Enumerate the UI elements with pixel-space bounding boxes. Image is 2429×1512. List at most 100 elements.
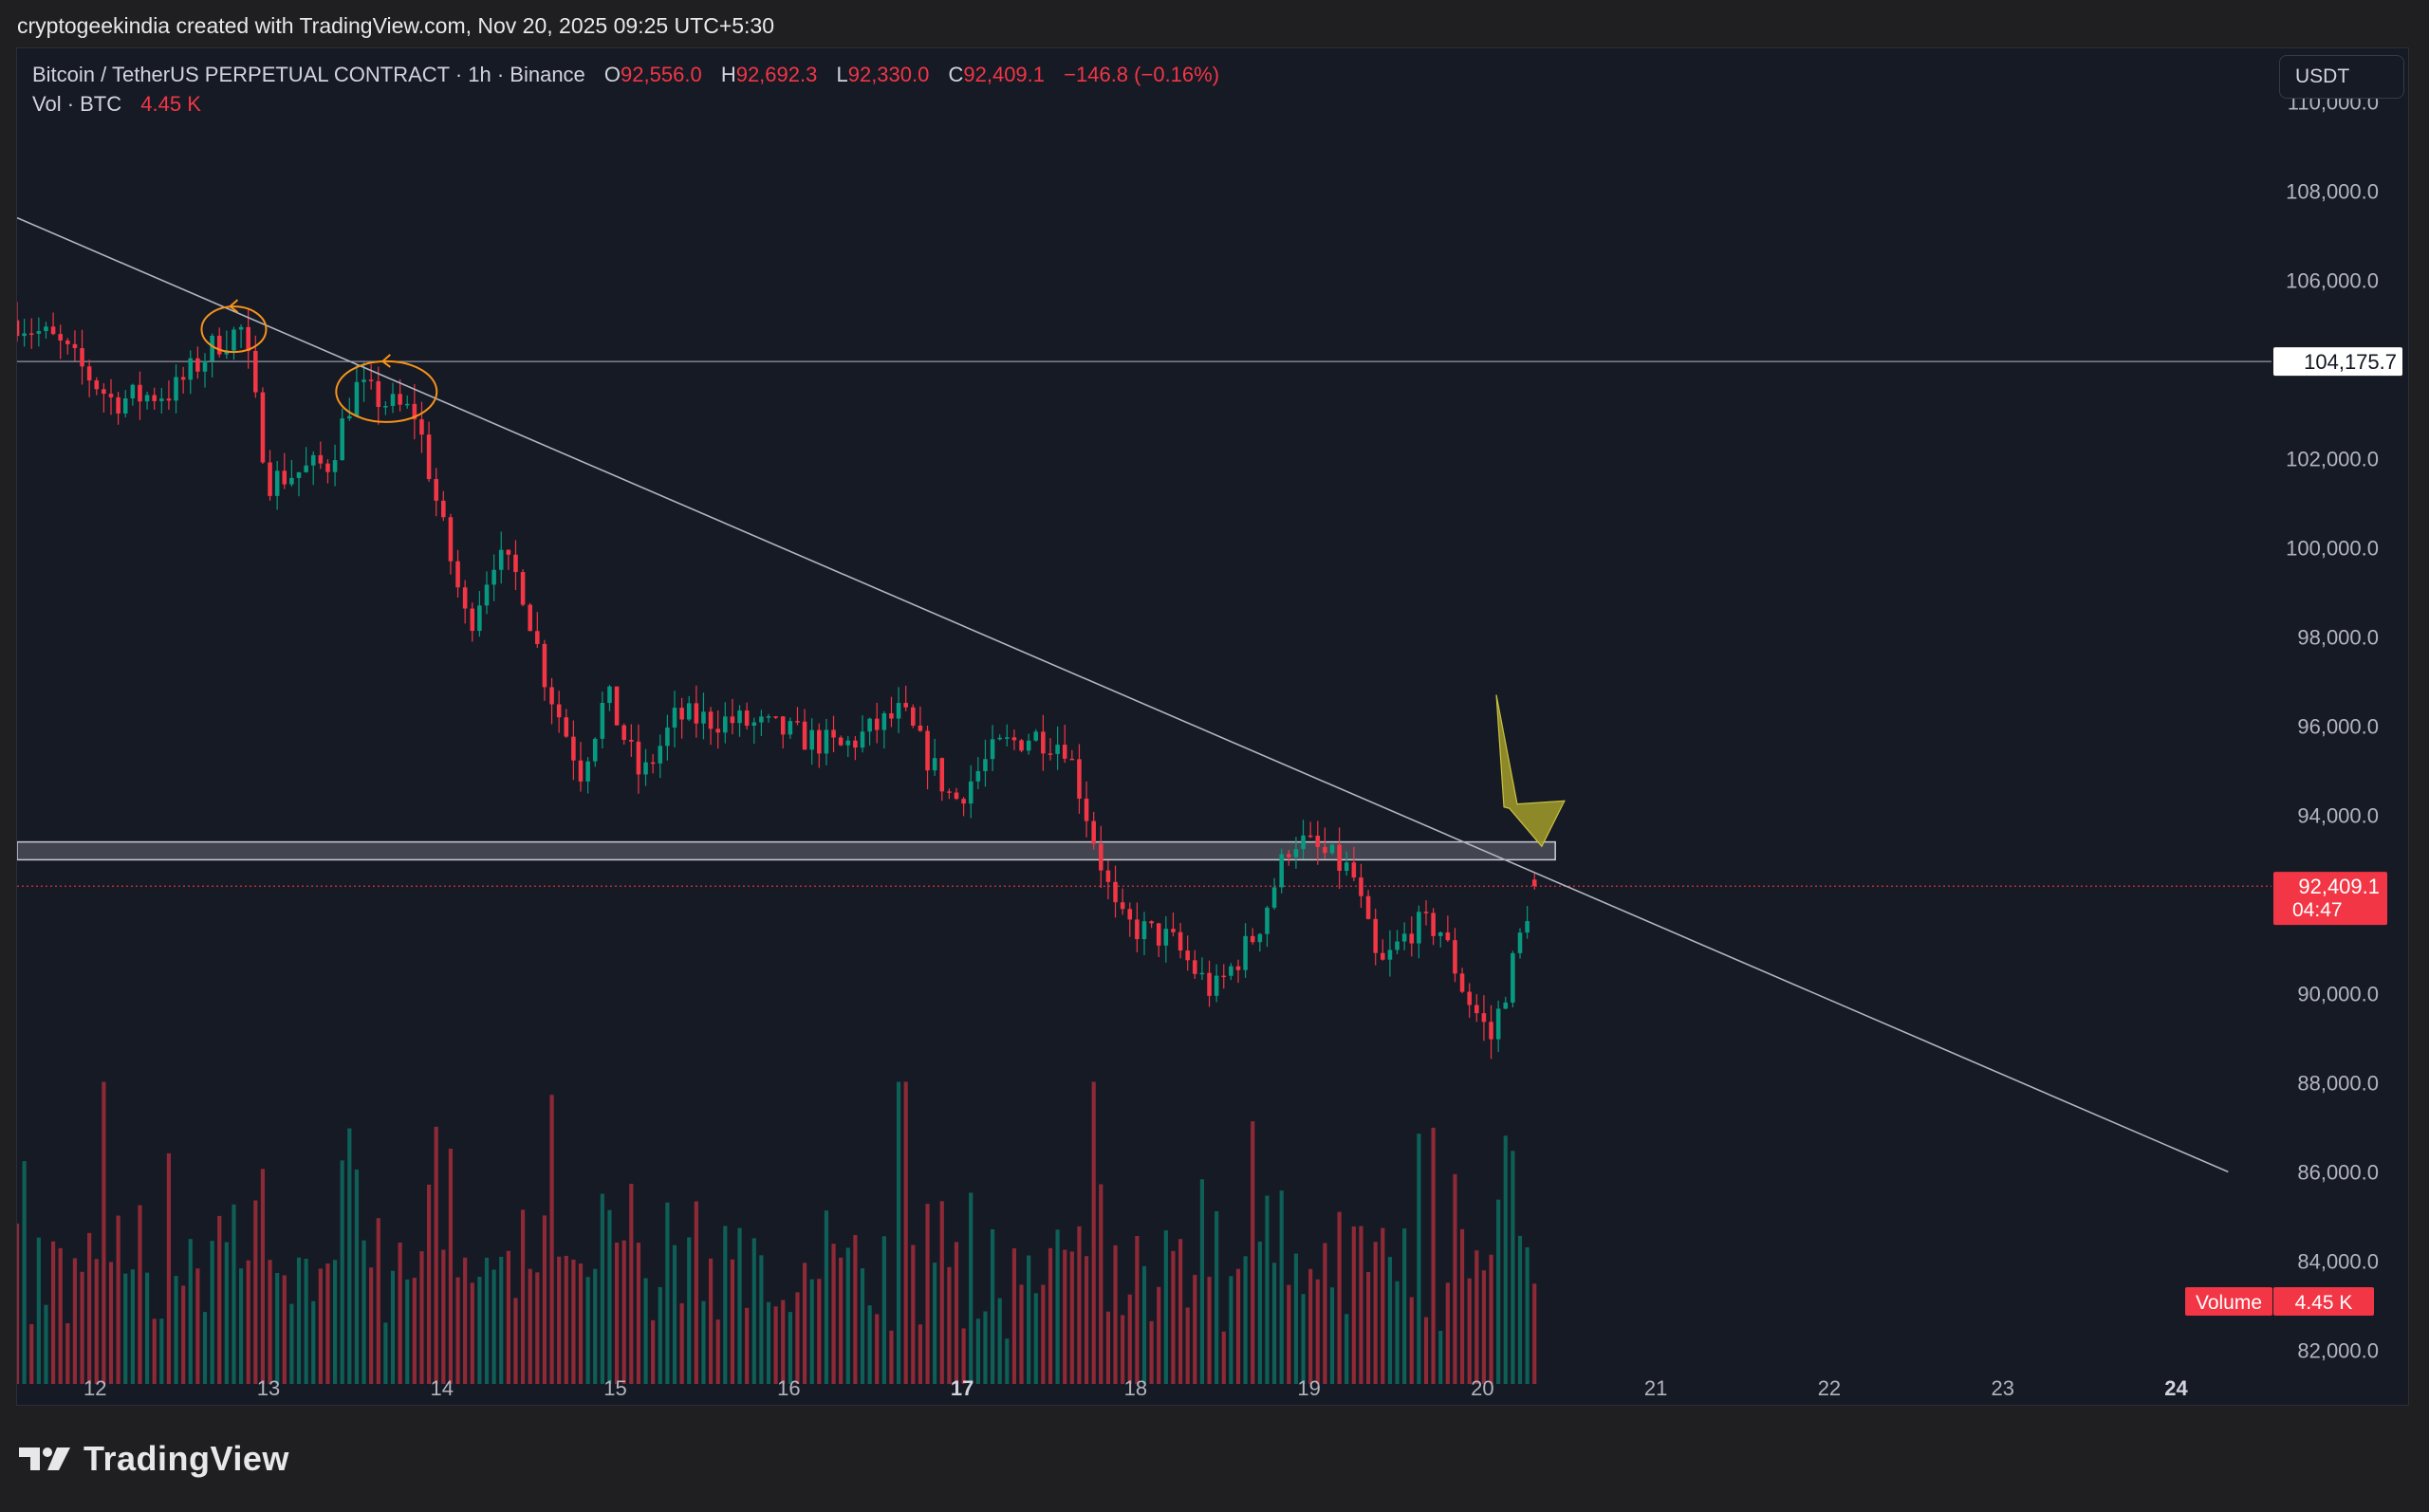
volume-bar xyxy=(1135,1236,1140,1384)
volume-bar xyxy=(1293,1253,1299,1384)
candle-body xyxy=(224,350,230,355)
volume-bar xyxy=(933,1263,937,1384)
volume-bar xyxy=(1011,1248,1017,1384)
volume-bar xyxy=(1381,1227,1385,1384)
candle-body xyxy=(455,561,460,588)
candle-body xyxy=(1091,821,1096,844)
candle-countdown-label: 04:47 xyxy=(2292,899,2343,921)
volume-bar xyxy=(268,1260,272,1384)
volume-bar xyxy=(759,1255,764,1384)
candle-body xyxy=(1120,902,1125,910)
volume-bar xyxy=(520,1209,526,1384)
volume-bar xyxy=(1121,1315,1125,1384)
volume-bar xyxy=(354,1169,360,1384)
candle-body xyxy=(1265,907,1270,934)
candle-body xyxy=(477,605,482,632)
volume-bar xyxy=(875,1314,880,1384)
volume-bar xyxy=(881,1236,886,1384)
candle-body xyxy=(1293,849,1299,857)
volume-bar xyxy=(651,1319,656,1384)
candle-body xyxy=(419,419,424,435)
volume-bar xyxy=(969,1192,973,1384)
candle-body xyxy=(853,740,858,748)
candle-body xyxy=(1113,881,1118,903)
volume-bar xyxy=(665,1202,670,1384)
candle-body xyxy=(1531,879,1537,887)
candle-body xyxy=(1417,912,1421,944)
volume-bar xyxy=(22,1161,27,1384)
low-label: L xyxy=(836,63,848,86)
candle-body xyxy=(629,739,634,742)
candle-body xyxy=(318,454,324,464)
candle-body xyxy=(17,320,20,337)
candle-body xyxy=(636,741,641,775)
symbol-description[interactable]: Bitcoin / TetherUS PERPETUAL CONTRACT · … xyxy=(32,63,585,86)
candle-body xyxy=(867,718,872,732)
time-axis-tick-label: 19 xyxy=(1297,1376,1320,1400)
candle-body xyxy=(22,333,27,337)
volume-bar xyxy=(1243,1256,1248,1384)
volume-bar xyxy=(687,1237,692,1384)
candle-body xyxy=(1495,1008,1501,1040)
volume-bar xyxy=(1105,1311,1111,1384)
volume-legend-row: Vol · BTC 4.45 K xyxy=(32,89,1219,119)
candle-body xyxy=(347,415,352,419)
volume-bar xyxy=(600,1193,604,1384)
volume-bar xyxy=(376,1218,380,1384)
candle-body xyxy=(1141,921,1147,940)
candle-body xyxy=(1243,935,1248,970)
candle-body xyxy=(939,758,945,792)
volume-bar xyxy=(1019,1284,1024,1384)
candle-body xyxy=(94,380,100,390)
volume-bar xyxy=(232,1204,236,1384)
tradingview-footer[interactable]: TradingView xyxy=(19,1438,289,1480)
candle-body xyxy=(1105,870,1111,882)
volume-bar xyxy=(304,1258,308,1384)
price-chart[interactable]: 110,000.0108,000.0106,000.0102,000.0100,… xyxy=(17,48,2408,1405)
volume-bar xyxy=(340,1160,344,1384)
candle-body xyxy=(28,333,34,335)
candle-body xyxy=(1163,929,1169,946)
currency-selector-button[interactable]: USDT xyxy=(2279,55,2404,99)
volume-bar xyxy=(1402,1228,1407,1384)
volume-bar xyxy=(499,1256,504,1384)
volume-bar xyxy=(1474,1250,1479,1384)
candle-body xyxy=(556,704,562,718)
attribution-text: cryptogeekindia created with TradingView… xyxy=(17,13,775,38)
volume-bar xyxy=(889,1330,894,1384)
volume-bar xyxy=(1337,1211,1342,1384)
volume-bar xyxy=(831,1244,836,1384)
volume-bar xyxy=(289,1303,294,1384)
chart-panel[interactable]: 110,000.0 108,000.0 106,000.0 102,000.0 100,… xyxy=(16,47,2409,1406)
volume-bar xyxy=(1373,1242,1378,1384)
candle-body xyxy=(325,463,330,472)
volume-bar xyxy=(1409,1297,1414,1384)
candle-body xyxy=(44,326,48,332)
candle-body xyxy=(1069,758,1075,761)
volume-bar xyxy=(282,1275,287,1384)
volume-bar xyxy=(130,1269,135,1384)
volume-bar xyxy=(564,1255,568,1384)
volume-bar xyxy=(138,1205,142,1384)
volume-bar xyxy=(224,1242,229,1384)
candle-body xyxy=(1329,844,1335,854)
candle-body xyxy=(122,397,128,414)
volume-bar xyxy=(513,1298,518,1384)
volume-bar xyxy=(636,1243,641,1384)
candle-body xyxy=(592,738,598,762)
candle-body xyxy=(744,710,750,727)
volume-bar xyxy=(607,1209,612,1384)
volume-bar xyxy=(1048,1247,1053,1384)
circle-arrowhead xyxy=(228,299,239,313)
candle-body xyxy=(1474,1005,1479,1014)
candle-body xyxy=(36,331,42,334)
volume-bar xyxy=(903,1081,908,1384)
candle-body xyxy=(332,460,338,472)
volume-bar xyxy=(585,1277,590,1384)
candle-body xyxy=(210,335,214,361)
candle-body xyxy=(911,707,916,726)
candle-body xyxy=(1437,932,1443,936)
candle-body xyxy=(260,392,266,463)
volume-bar xyxy=(809,1279,814,1384)
volume-bar xyxy=(1214,1210,1219,1384)
